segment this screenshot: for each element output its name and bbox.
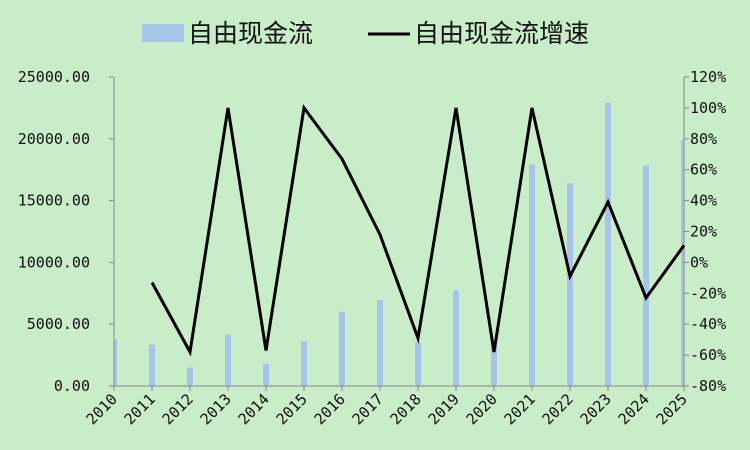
bar [643, 165, 649, 386]
bar [529, 164, 535, 386]
x-tick-label: 2015 [273, 390, 311, 428]
x-tick-label: 2025 [653, 390, 691, 428]
x-tick-label: 2012 [159, 390, 197, 428]
y-left-tick-label: 15000.00 [18, 192, 90, 210]
x-tick-label: 2013 [197, 390, 235, 428]
x-tick-label: 2022 [539, 390, 577, 428]
legend-label-line: 自由现金流增速 [414, 19, 589, 48]
x-tick-label: 2020 [463, 390, 501, 428]
bar [187, 367, 193, 386]
y-left-tick-label: 0.00 [54, 377, 90, 395]
bar [377, 300, 383, 386]
y-right-tick-label: 20% [690, 223, 717, 241]
legend-swatch-bar [142, 24, 184, 42]
x-tick-label: 2016 [311, 390, 349, 428]
growth-line [150, 104, 686, 357]
y-right-tick-label: 80% [690, 130, 717, 148]
x-tick-label: 2017 [349, 390, 387, 428]
bar [225, 334, 231, 386]
legend: 自由现金流 自由现金流增速 [142, 19, 589, 48]
y-right-tick-label: -20% [690, 284, 726, 302]
legend-label-bar: 自由现金流 [188, 19, 313, 48]
x-tick-label: 2024 [615, 390, 653, 428]
bar [491, 345, 497, 386]
y-left-tick-label: 25000.00 [18, 68, 90, 86]
x-tick-label: 2019 [425, 390, 463, 428]
plot-area: 0.00 5000.00 10000.00 15000.00 20000.00 25000… [18, 68, 726, 428]
y-left-tick-label: 20000.00 [18, 130, 90, 148]
bar [605, 102, 611, 387]
y-right-tick-label: 100% [690, 99, 726, 117]
x-tick-label: 2021 [501, 390, 539, 428]
y-left-tick-label: 10000.00 [18, 253, 90, 271]
bar [415, 342, 421, 386]
y-right-tick-label: 40% [690, 192, 717, 210]
x-tick-label: 2010 [83, 390, 121, 428]
bar [567, 183, 573, 386]
bar [114, 339, 117, 386]
x-tick-label: 2014 [235, 390, 273, 428]
bar [681, 140, 684, 386]
bar [149, 344, 155, 386]
bar [339, 311, 345, 386]
y-right-tick-label: 120% [690, 68, 726, 86]
y-left-tick-label: 5000.00 [27, 315, 90, 333]
bar [263, 363, 269, 386]
x-tick-label: 2018 [387, 390, 425, 428]
y-right-tick-label: -80% [690, 377, 726, 395]
y-right-tick-label: 0% [690, 253, 708, 271]
x-tick-label: 2023 [577, 390, 615, 428]
y-right-tick-label: 60% [690, 161, 717, 179]
bar [453, 290, 459, 386]
x-tick-label: 2011 [121, 390, 159, 428]
bar [301, 341, 307, 386]
y-right-tick-label: -60% [690, 346, 726, 364]
y-right-tick-label: -40% [690, 315, 726, 333]
